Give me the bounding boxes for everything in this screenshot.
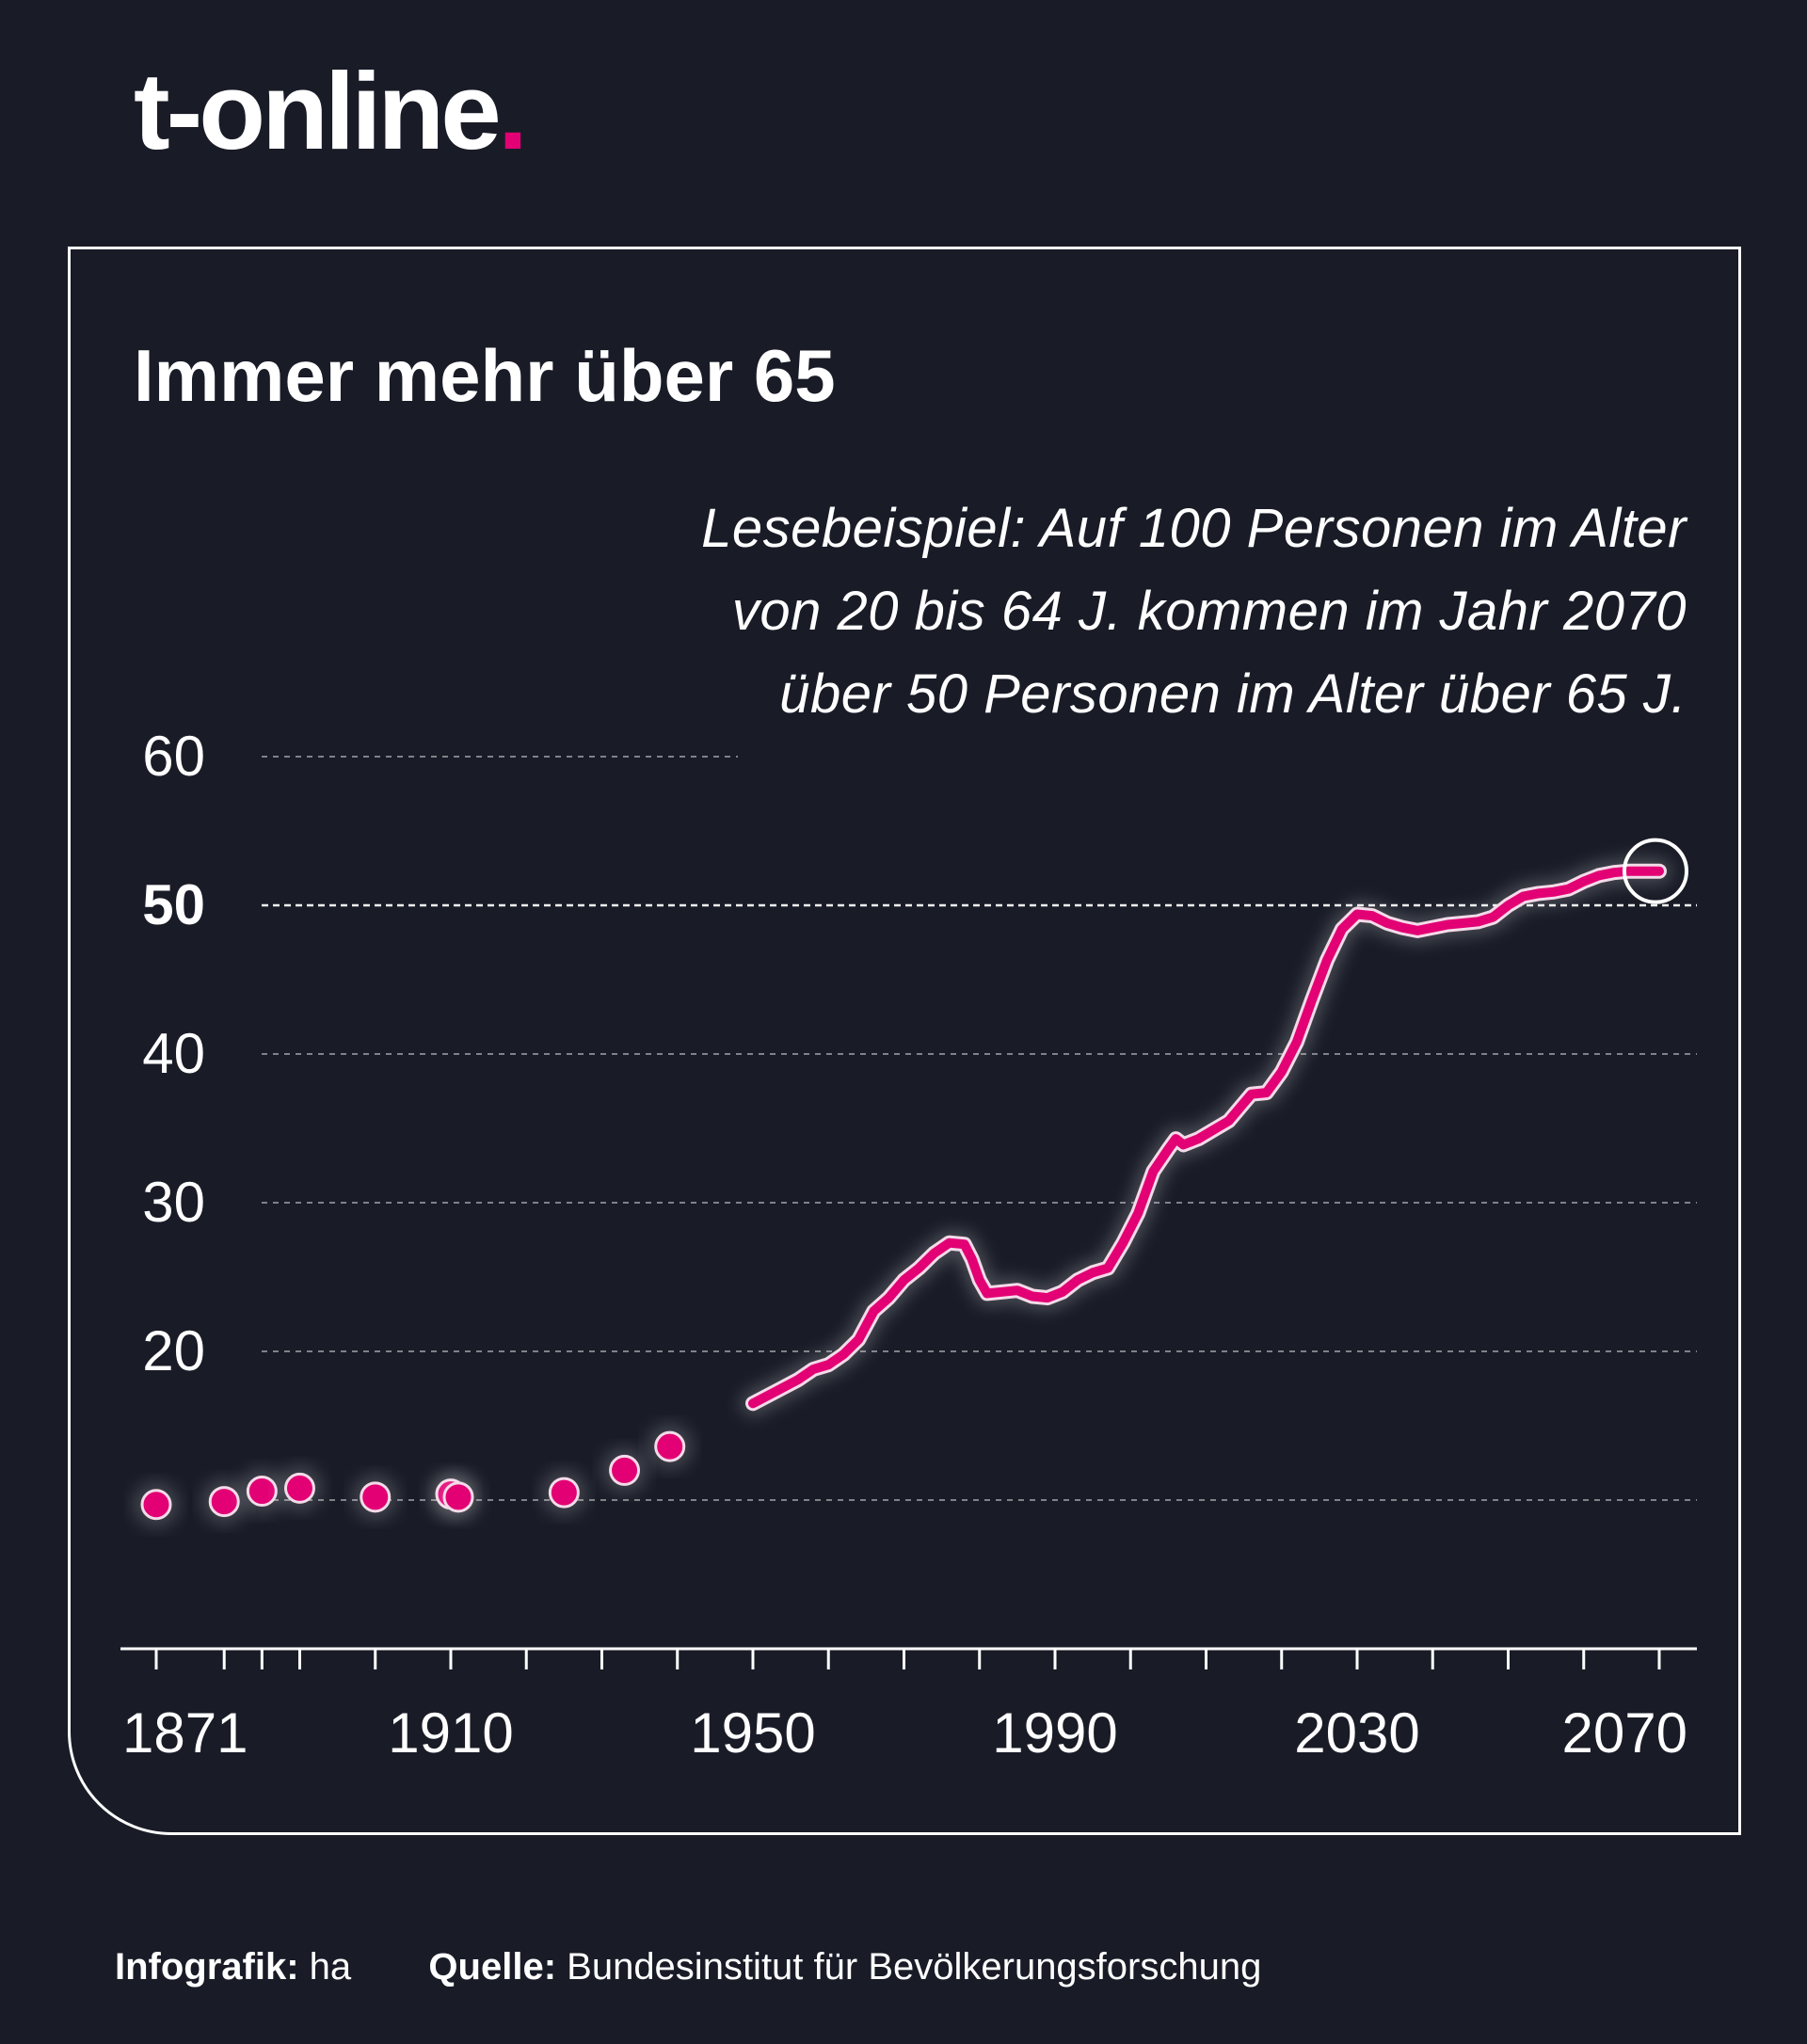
y-tick-label-60: 60 <box>142 725 205 788</box>
x-tick-label-2030: 2030 <box>1294 1701 1419 1765</box>
highlight-ring-2070 <box>1623 838 1688 904</box>
data-point-1939 <box>654 1430 686 1462</box>
note-line-2: von 20 bis 64 J. kommen im Jahr 2070 <box>731 581 1687 642</box>
data-point-1933 <box>609 1454 641 1486</box>
data-point-1880 <box>208 1486 240 1518</box>
x-tick-label-1910: 1910 <box>388 1701 513 1765</box>
source-value: Bundesinstitut für Bevölkerungsforschung <box>567 1946 1262 1988</box>
chart-title: Immer mehr über 65 <box>134 334 836 417</box>
data-point-1925 <box>548 1477 580 1509</box>
logo-dot: . <box>497 50 528 172</box>
data-point-1900 <box>360 1481 392 1513</box>
y-tick-label-40: 40 <box>142 1022 205 1085</box>
y-tick-label-50: 50 <box>142 873 205 936</box>
data-point-1890 <box>283 1472 315 1504</box>
x-tick-label-1871: 1871 <box>122 1701 248 1765</box>
x-tick-label-1950: 1950 <box>690 1701 815 1765</box>
reading-example-note: Lesebeispiel: Auf 100 Personen im Alter … <box>557 487 1687 736</box>
note-line-1: Lesebeispiel: Auf 100 Personen im Alter <box>701 498 1687 559</box>
credit-label: Infografik: <box>115 1946 299 1988</box>
footer: Infografik: ha Quelle: Bundesinstitut fü… <box>115 1946 1261 1988</box>
x-tick-label-1990: 1990 <box>992 1701 1117 1765</box>
chart-card <box>68 247 1741 1835</box>
series-line <box>748 866 1664 1409</box>
logo-text: t-online <box>134 50 502 172</box>
y-tick-label-30: 30 <box>142 1171 205 1234</box>
source-label: Quelle: <box>428 1946 557 1988</box>
t-online-logo: t-online. <box>134 56 528 166</box>
data-point-1871 <box>140 1489 172 1521</box>
credit-value: ha <box>309 1946 352 1988</box>
x-tick-label-2070: 2070 <box>1562 1701 1687 1765</box>
data-point-1911 <box>442 1481 474 1513</box>
y-tick-label-20: 20 <box>142 1319 205 1382</box>
note-line-3: über 50 Personen im Alter über 65 J. <box>779 663 1687 725</box>
data-point-1885 <box>246 1476 278 1508</box>
